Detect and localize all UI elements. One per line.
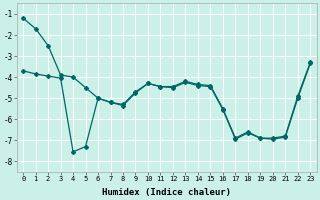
X-axis label: Humidex (Indice chaleur): Humidex (Indice chaleur): [102, 188, 231, 197]
